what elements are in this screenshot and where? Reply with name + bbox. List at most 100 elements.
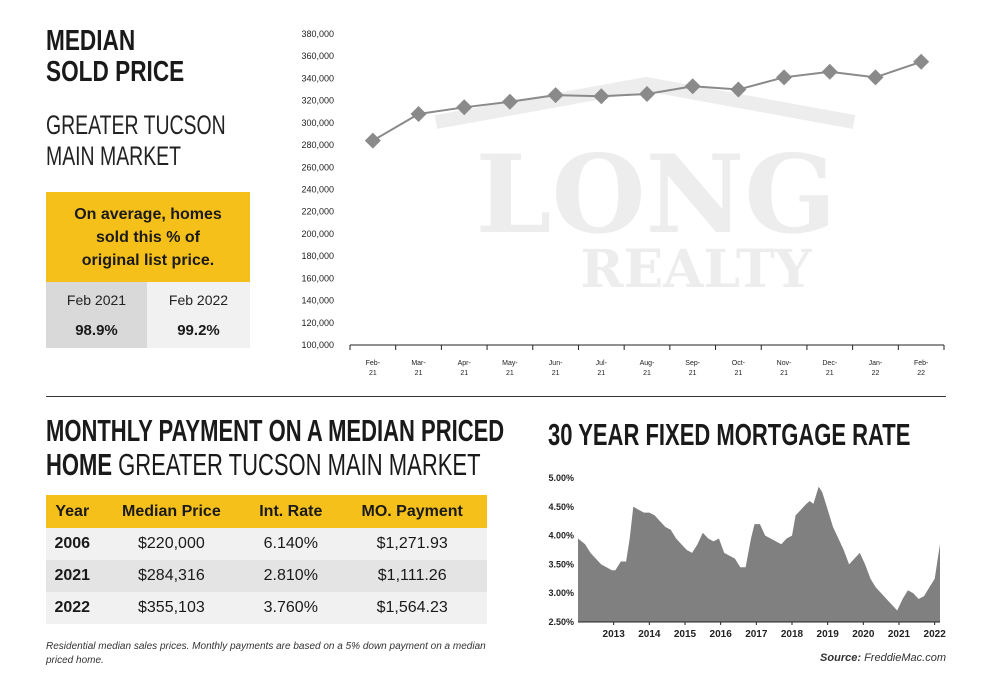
list-price-label: Feb 2021 [66, 292, 127, 308]
data-point-marker [639, 85, 655, 102]
watermark-logo-text: LONG [476, 132, 837, 258]
x-tick-label: Apr- [458, 360, 472, 367]
y-tick-label: 220,000 [301, 207, 334, 217]
x-tick-label-year: 21 [597, 370, 605, 377]
y-tick-label: 4.50% [548, 502, 574, 512]
table-cell-median-price: $220,000 [98, 528, 245, 560]
x-tick-label: Feb- [366, 360, 381, 367]
x-tick-label: 2020 [852, 629, 875, 640]
x-tick-label: 2017 [745, 629, 768, 640]
x-tick-label: 2022 [924, 629, 947, 640]
source-credit: Source: FreddieMac.com [780, 652, 946, 664]
x-tick-label: Mar- [411, 360, 426, 367]
list-price-value: 98.9% [75, 322, 118, 339]
table-cell-median-price: $355,103 [98, 592, 245, 624]
list-price-cell-feb-2021: Feb 2021 98.9% [46, 282, 147, 348]
x-tick-label-year: 22 [917, 370, 925, 377]
table-cell-int-rate: 2.810% [244, 560, 338, 592]
column-header-median-price: Median Price [98, 495, 245, 528]
y-tick-label: 200,000 [301, 229, 334, 239]
x-tick-label: 2018 [781, 629, 804, 640]
x-tick-label-year: 21 [415, 370, 423, 377]
mortgage-rate-area-chart: 2.50% 3.00% 3.50% 4.00% 4.50% 5.00% 2013 2014 20… [548, 473, 947, 640]
data-point-marker [776, 69, 793, 86]
y-tick-label: 180,000 [301, 251, 334, 261]
y-tick-label: 380,000 [301, 29, 334, 39]
list-price-cell-feb-2022: Feb 2022 99.2% [147, 282, 250, 348]
list-price-value: 99.2% [177, 322, 220, 339]
payment-table: Year Median Price Int. Rate MO. Payment … [46, 495, 487, 624]
x-tick-label: 2014 [638, 629, 661, 640]
x-tick-label: Nov- [777, 360, 792, 367]
table-cell-mo-payment: $1,271.93 [337, 528, 487, 560]
payment-footnote: Residential median sales prices. Monthly… [46, 641, 486, 666]
x-tick-label-year: 21 [734, 370, 742, 377]
y-tick-label: 4.00% [548, 531, 574, 541]
x-tick-label: 2019 [817, 629, 840, 640]
y-tick-label: 320,000 [301, 96, 334, 106]
data-point-marker [547, 87, 564, 104]
table-cell-year: 2022 [46, 592, 99, 624]
column-header-mo-payment: MO. Payment [337, 495, 487, 528]
y-tick-label: 160,000 [301, 273, 334, 283]
x-tick-label: Aug- [640, 360, 655, 367]
table-cell-year: 2021 [46, 560, 99, 592]
data-point-marker [821, 63, 838, 80]
x-tick-label: 2021 [888, 629, 911, 640]
y-tick-label: 120,000 [301, 318, 334, 328]
y-tick-label: 280,000 [301, 140, 334, 150]
data-point-marker [410, 105, 427, 122]
column-header-int-rate: Int. Rate [244, 495, 338, 528]
x-tick-label-year: 22 [872, 370, 880, 377]
page-subtitle: GREATER TUCSON MAIN MARKET [46, 110, 226, 171]
source-label: Source: [820, 652, 862, 664]
list-price-callout: On average, homes sold this % of origina… [46, 192, 250, 282]
list-price-label: Feb 2022 [168, 292, 229, 308]
data-point-marker [867, 69, 884, 86]
x-tick-label-year: 21 [552, 370, 560, 377]
x-tick-label: 2015 [674, 629, 697, 640]
y-tick-label: 300,000 [301, 118, 334, 128]
x-tick-label: 2016 [710, 629, 733, 640]
table-cell-int-rate: 6.140% [244, 528, 338, 560]
y-tick-label: 2.50% [548, 617, 574, 627]
data-point-marker [913, 53, 930, 70]
payment-section-title: MONTHLY PAYMENT ON A MEDIAN PRICED [46, 413, 505, 448]
table-cell-year: 2006 [46, 528, 99, 560]
x-tick-label-year: 21 [643, 370, 651, 377]
x-tick-label-year: 21 [780, 370, 788, 377]
payment-title-bold: HOME [46, 447, 113, 482]
y-tick-label: 3.00% [548, 588, 574, 598]
column-header-year: Year [46, 495, 99, 528]
x-tick-label-year: 21 [460, 370, 468, 377]
x-tick-label: Jun- [549, 360, 563, 367]
payment-table-header-row: Year Median Price Int. Rate MO. Payment [46, 495, 487, 528]
list-price-callout-text: On average, homes sold this % of origina… [74, 205, 222, 269]
y-tick-label: 3.50% [548, 559, 574, 569]
table-cell-mo-payment: $1,111.26 [337, 560, 487, 592]
mortgage-rate-area [578, 486, 940, 622]
mortgage-section-title: 30 YEAR FIXED MORTGAGE RATE [548, 417, 911, 452]
x-tick-label: Oct- [732, 360, 746, 367]
x-tick-label-year: 21 [506, 370, 514, 377]
payment-title-light: GREATER TUCSON MAIN MARKET [112, 447, 481, 482]
y-tick-label: 140,000 [301, 296, 334, 306]
data-point-marker [364, 132, 381, 149]
data-point-marker [730, 81, 747, 98]
x-tick-label: Feb- [914, 360, 929, 367]
data-point-marker [501, 93, 518, 110]
y-tick-label: 240,000 [301, 185, 334, 195]
watermark-logo-subtext: REALTY [580, 239, 812, 300]
table-cell-median-price: $284,316 [98, 560, 245, 592]
table-cell-mo-payment: $1,564.23 [337, 592, 487, 624]
page-title: MEDIAN SOLD PRICE [46, 25, 185, 88]
x-tick-label-year: 21 [689, 370, 697, 377]
x-tick-label: Dec- [822, 360, 837, 367]
x-tick-label: 2013 [603, 629, 626, 640]
x-tick-label: May- [502, 360, 518, 367]
table-cell-int-rate: 3.760% [244, 592, 338, 624]
table-row: 2021 $284,316 2.810% $1,111.26 [46, 560, 487, 592]
y-tick-label: 360,000 [301, 51, 334, 61]
table-row: 2022 $355,103 3.760% $1,564.23 [46, 592, 487, 624]
